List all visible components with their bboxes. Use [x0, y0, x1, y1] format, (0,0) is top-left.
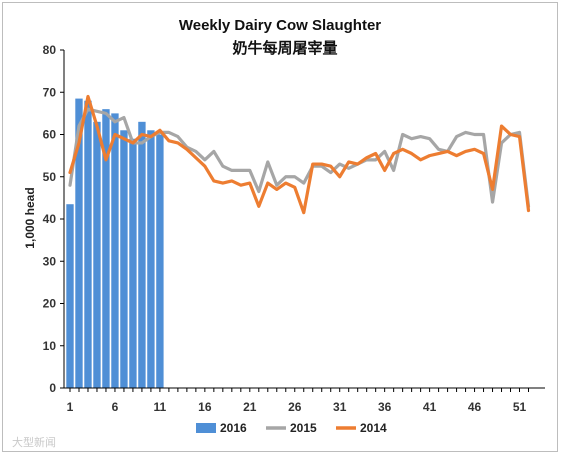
bar-2016-week-10 [147, 130, 155, 388]
legend-label-2015: 2015 [290, 421, 317, 435]
y-tick-label-70: 70 [43, 85, 57, 99]
y-axis-label: 1,000 head [23, 187, 37, 248]
watermark-text: 大型新闻 [12, 435, 56, 449]
x-tick-label-16: 16 [198, 400, 212, 414]
y-tick-label-10: 10 [43, 339, 57, 353]
bar-2016-week-1 [66, 204, 74, 388]
x-tick-label-11: 11 [154, 400, 167, 414]
y-tick-label-20: 20 [43, 297, 57, 311]
y-tick-label-30: 30 [43, 254, 57, 268]
x-tick-label-6: 6 [112, 400, 119, 414]
line-series-group [68, 94, 531, 215]
legend-swatch-2016 [196, 423, 216, 433]
line-2015 [68, 107, 531, 208]
legend-label-2016: 2016 [220, 421, 247, 435]
bar-2016-week-7 [120, 130, 128, 388]
bar-2016-week-5 [102, 109, 110, 389]
bar-2016-week-11 [156, 134, 164, 388]
x-tick-label-21: 21 [243, 400, 257, 414]
x-tick-label-31: 31 [333, 400, 347, 414]
x-tick-label-1: 1 [67, 400, 74, 414]
bar-2016-week-6 [111, 113, 119, 389]
y-tick-label-40: 40 [43, 212, 57, 226]
chart-title: Weekly Dairy Cow Slaughter [179, 17, 381, 34]
bar-2016-week-3 [84, 100, 92, 388]
x-tick-label-26: 26 [288, 400, 302, 414]
bar-2016-week-9 [138, 121, 146, 388]
y-tick-label-60: 60 [43, 128, 57, 142]
y-tick-label-0: 0 [49, 381, 56, 395]
y-tick-label-80: 80 [43, 43, 57, 57]
bar-2016-week-8 [129, 138, 137, 388]
legend: 2016 2015 2014 [196, 421, 387, 435]
x-tick-label-51: 51 [513, 400, 527, 414]
x-tick-label-41: 41 [423, 400, 437, 414]
bar-2016-week-4 [93, 121, 101, 388]
x-tick-label-46: 46 [468, 400, 482, 414]
chart-subtitle: 奶牛每周屠宰量 [232, 39, 337, 57]
bar-2016-week-2 [75, 98, 83, 388]
line-2014 [68, 94, 531, 215]
legend-label-2014: 2014 [360, 421, 387, 435]
bar-series-2016 [66, 98, 164, 389]
y-tick-label-50: 50 [43, 170, 57, 184]
x-tick-label-36: 36 [378, 400, 392, 414]
